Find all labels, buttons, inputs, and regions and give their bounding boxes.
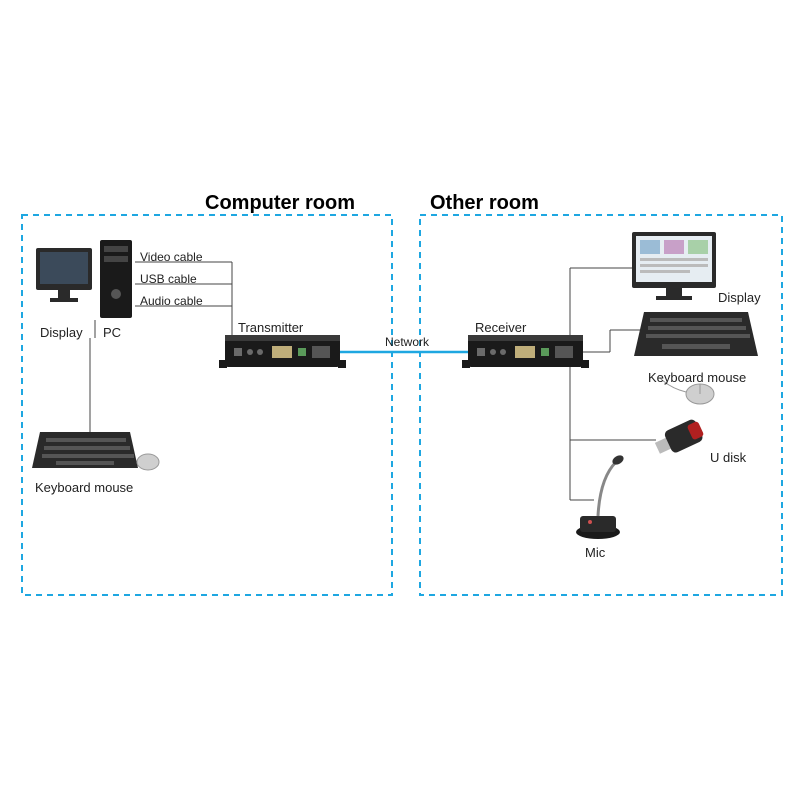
label-video-cable: Video cable [140,250,203,264]
transmitter-icon [219,335,346,368]
label-receiver: Receiver [475,320,526,335]
label-display-right: Display [718,290,761,305]
pc-icon [100,240,132,318]
keyboard-right-icon [634,312,758,356]
display-right-icon [632,232,716,300]
label-keyboard-mouse-right: Keyboard mouse [648,370,746,385]
usb-disk-icon [652,417,706,459]
mouse-left-icon [137,454,159,470]
label-usb-cable: USB cable [140,272,197,286]
label-u-disk: U disk [710,450,746,465]
label-display-left: Display [40,325,83,340]
display-left-icon [36,248,92,302]
label-audio-cable: Audio cable [140,294,203,308]
label-mic: Mic [585,545,605,560]
mic-icon [576,454,625,539]
label-keyboard-mouse-left: Keyboard mouse [35,480,133,495]
room-title-left: Computer room [205,192,355,215]
receiver-icon [462,335,589,368]
connection-diagram [0,0,800,800]
label-network: Network [385,335,429,349]
room-title-right: Other room [430,192,539,215]
keyboard-left-icon [32,432,138,468]
label-transmitter: Transmitter [238,320,303,335]
label-pc: PC [103,325,121,340]
